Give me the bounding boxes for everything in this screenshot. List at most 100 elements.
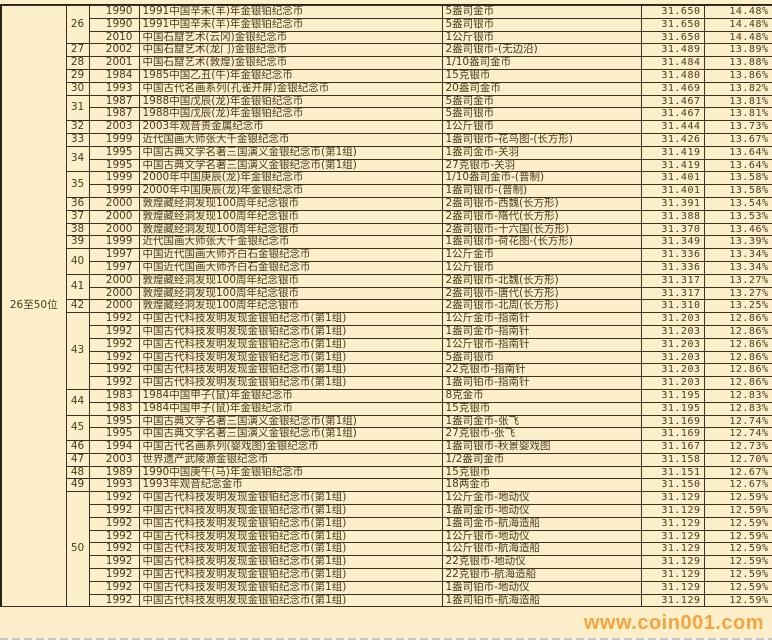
year-cell[interactable]: 1992 (88, 516, 140, 531)
spec-cell[interactable]: 8克金币 (441, 388, 642, 403)
percent-cell[interactable]: 13.64% (703, 145, 772, 160)
coin-name-cell[interactable]: 近代国画大师张大千金银纪念币 (138, 132, 443, 147)
year-cell[interactable]: 1992 (88, 324, 140, 339)
coin-name-cell[interactable]: 2003年观音贵金属纪念币 (138, 120, 443, 134)
spec-cell[interactable]: 15克银币 (441, 401, 642, 416)
coin-name-cell[interactable]: 中国古代科技发明发现金银铂纪念币(第1组) (138, 580, 443, 595)
year-cell[interactable]: 1983 (88, 388, 140, 403)
percent-cell[interactable]: 12.59% (703, 542, 772, 557)
rank-cell[interactable]: 39 (65, 235, 90, 250)
percent-cell[interactable]: 12.67% (703, 465, 772, 480)
spec-cell[interactable]: 1公斤金币 (441, 248, 642, 262)
spec-cell[interactable]: 1公斤银币 (441, 30, 642, 45)
year-cell[interactable]: 1997 (88, 260, 140, 275)
year-cell[interactable]: 2000 (88, 222, 140, 237)
spec-cell[interactable]: 1公斤银币-航海造船 (441, 542, 642, 557)
year-cell[interactable]: 1997 (88, 248, 140, 262)
value-cell[interactable]: 31.203 (640, 324, 705, 339)
value-cell[interactable]: 31.650 (640, 5, 705, 19)
percent-cell[interactable]: 13.81% (703, 107, 772, 122)
rank-cell[interactable]: 44 (65, 388, 90, 416)
year-cell[interactable]: 2001 (88, 56, 140, 70)
rank-cell[interactable]: 49 (65, 478, 90, 493)
value-cell[interactable]: 31.467 (640, 107, 705, 122)
year-cell[interactable]: 1999 (88, 171, 140, 186)
percent-cell[interactable]: 12.74% (703, 414, 772, 429)
spec-cell[interactable]: 1公斤金币-地动仪 (441, 491, 642, 506)
year-cell[interactable]: 2002 (88, 43, 140, 58)
spec-cell[interactable]: 1盎司铂币-航海造船 (441, 593, 642, 608)
coin-name-cell[interactable]: 中国古代科技发明发现金银铂纪念币(第1组) (138, 312, 443, 326)
percent-cell[interactable]: 12.59% (703, 504, 772, 518)
rank-cell[interactable]: 27 (65, 43, 90, 58)
coin-name-cell[interactable]: 1991中国辛未(羊)年金银铂纪念币 (138, 5, 443, 19)
percent-cell[interactable]: 12.86% (703, 363, 772, 378)
coin-name-cell[interactable]: 1991中国辛未(羊)年金银铂纪念币 (138, 17, 443, 32)
spec-cell[interactable]: 5盎司银币 (441, 350, 642, 365)
value-cell[interactable]: 31.484 (640, 56, 705, 70)
rank-cell[interactable]: 46 (65, 440, 90, 454)
coin-name-cell[interactable]: 中国古代科技发明发现金银铂纪念币(第1组) (138, 504, 443, 518)
percent-cell[interactable]: 13.53% (703, 209, 772, 224)
value-cell[interactable]: 31.401 (640, 171, 705, 186)
spec-cell[interactable]: 22克银币-航海造船 (441, 568, 642, 582)
year-cell[interactable]: 1990 (88, 5, 140, 19)
percent-cell[interactable]: 13.88% (703, 56, 772, 70)
rank-cell[interactable]: 26 (65, 4, 90, 45)
percent-cell[interactable]: 12.86% (703, 350, 772, 365)
year-cell[interactable]: 1992 (88, 504, 140, 518)
rank-cell[interactable]: 33 (65, 132, 90, 147)
percent-cell[interactable]: 14.48% (703, 5, 772, 19)
spec-cell[interactable]: 20盎司金币 (441, 81, 642, 96)
coin-name-cell[interactable]: 中国古代科技发明发现金银铂纪念币(第1组) (138, 555, 443, 570)
spec-cell[interactable]: 1/10盎司金币-(普制) (441, 171, 642, 186)
percent-cell[interactable]: 13.27% (703, 273, 772, 288)
spec-cell[interactable]: 22克银币-地动仪 (441, 555, 642, 570)
value-cell[interactable]: 31.203 (640, 312, 705, 326)
coin-name-cell[interactable]: 中国古代科技发明发现金银铂纪念币(第1组) (138, 568, 443, 582)
spec-cell[interactable]: 2盎司银币-(无边沿) (441, 43, 642, 58)
spec-cell[interactable]: 2盎司银币-十六国(长方形) (441, 222, 642, 237)
spec-cell[interactable]: 1/2盎司金币 (441, 452, 642, 467)
coin-name-cell[interactable]: 2000年中国庚辰(龙)年金银纪念币 (138, 184, 443, 198)
year-cell[interactable]: 1995 (88, 414, 140, 429)
rank-cell[interactable]: 29 (65, 68, 90, 83)
value-cell[interactable]: 31.317 (640, 286, 705, 301)
rank-cell[interactable]: 34 (65, 145, 90, 173)
rank-cell[interactable]: 48 (65, 465, 90, 480)
rank-cell[interactable]: 37 (65, 209, 90, 224)
value-cell[interactable]: 31.370 (640, 222, 705, 237)
percent-cell[interactable]: 12.86% (703, 312, 772, 326)
year-cell[interactable]: 2000 (88, 286, 140, 301)
coin-name-cell[interactable]: 中国石窟艺术(云冈)金银纪念币 (138, 30, 443, 45)
percent-cell[interactable]: 12.59% (703, 529, 772, 544)
coin-name-cell[interactable]: 1984中国甲子(鼠)年金银纪念币 (138, 388, 443, 403)
spec-cell[interactable]: 1公斤银币 (441, 260, 642, 275)
percent-cell[interactable]: 12.59% (703, 580, 772, 595)
year-cell[interactable]: 1989 (88, 465, 140, 480)
value-cell[interactable]: 31.426 (640, 132, 705, 147)
coin-name-cell[interactable]: 敦煌藏经洞发现100周年纪念银币 (138, 286, 443, 301)
coin-name-cell[interactable]: 中国古代科技发明发现金银铂纪念币(第1组) (138, 350, 443, 365)
year-cell[interactable]: 1995 (88, 158, 140, 173)
coin-name-cell[interactable]: 中国古代名画系列(婴戏图)金银纪念币 (138, 440, 443, 454)
spec-cell[interactable]: 1盎司银币-荷花图-(长方形) (441, 235, 642, 250)
year-cell[interactable]: 1983 (88, 401, 140, 416)
spec-cell[interactable]: 15克银币 (441, 465, 642, 480)
rank-cell[interactable]: 43 (65, 312, 90, 390)
year-cell[interactable]: 1999 (88, 184, 140, 198)
value-cell[interactable]: 31.650 (640, 30, 705, 45)
percent-cell[interactable]: 13.34% (703, 260, 772, 275)
year-cell[interactable]: 1987 (88, 107, 140, 122)
coin-name-cell[interactable]: 中国古代科技发明发现金银铂纪念币(第1组) (138, 529, 443, 544)
year-cell[interactable]: 1993 (88, 81, 140, 96)
spec-cell[interactable]: 1盎司金币-张飞 (441, 414, 642, 429)
spec-cell[interactable]: 1盎司金币-航海造船 (441, 516, 642, 531)
year-cell[interactable]: 1992 (88, 363, 140, 378)
value-cell[interactable]: 31.129 (640, 491, 705, 506)
percent-cell[interactable]: 12.74% (703, 427, 772, 442)
percent-cell[interactable]: 12.83% (703, 401, 772, 416)
percent-cell[interactable]: 13.64% (703, 158, 772, 173)
coin-name-cell[interactable]: 近代国画大师张大千金银纪念币 (138, 235, 443, 250)
year-cell[interactable]: 1987 (88, 94, 140, 109)
